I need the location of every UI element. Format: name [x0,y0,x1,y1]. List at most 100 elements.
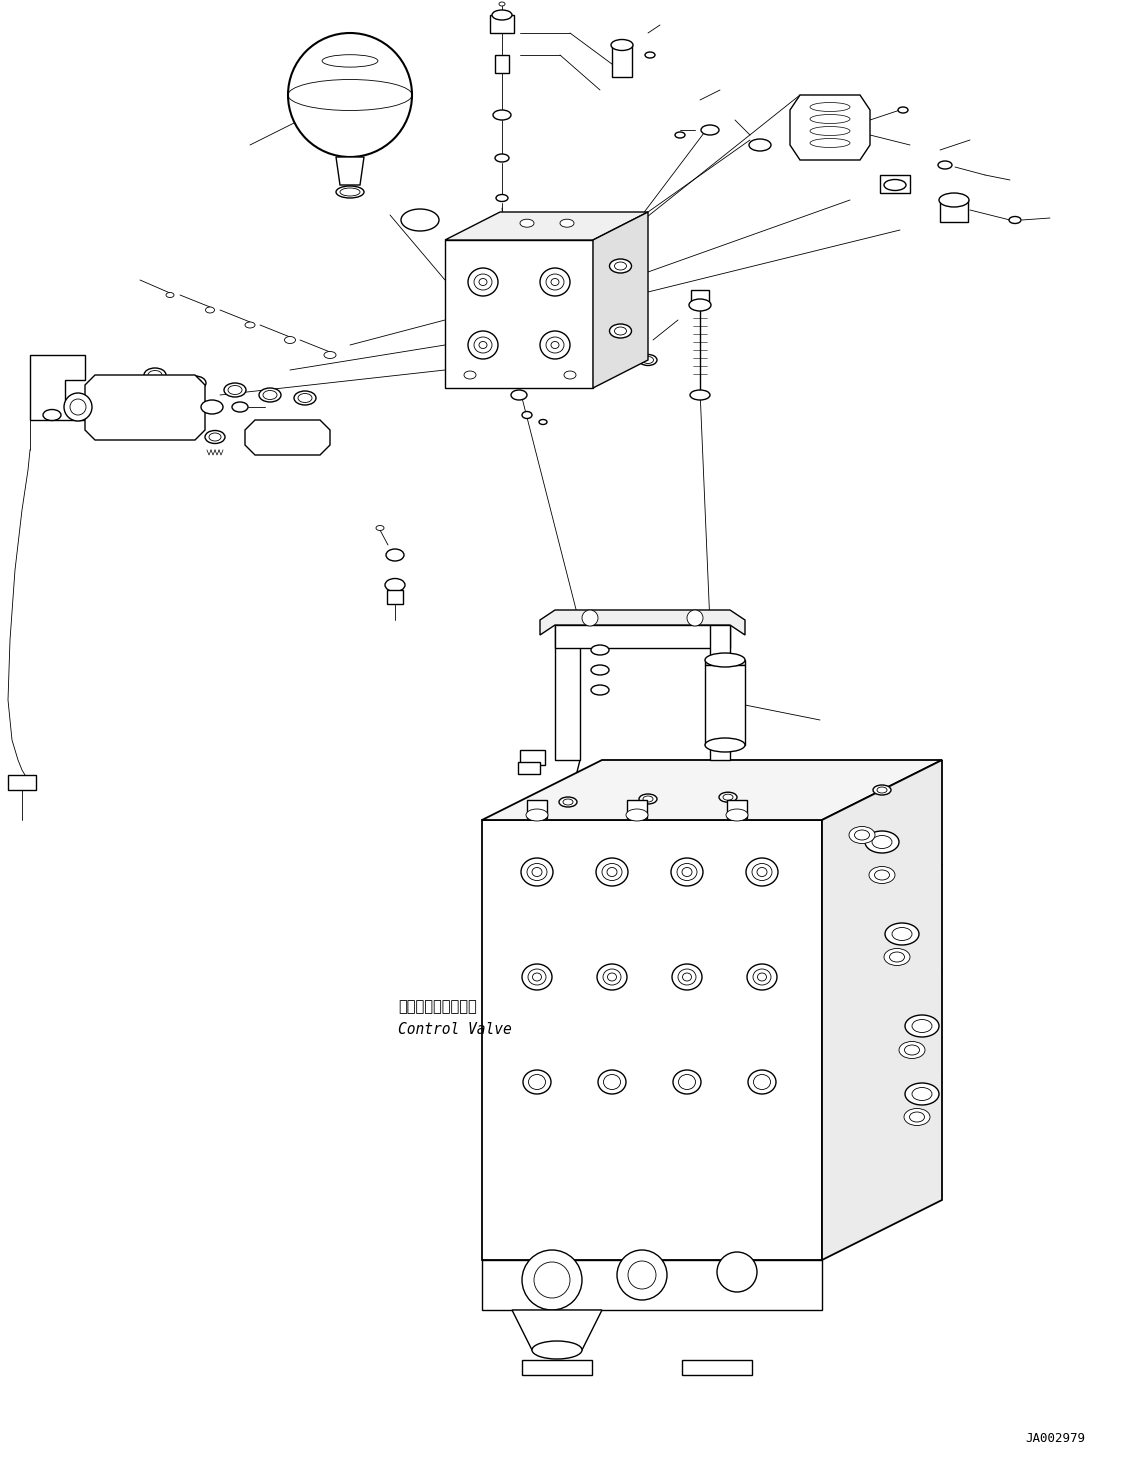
Ellipse shape [609,259,632,273]
Ellipse shape [294,390,317,405]
Ellipse shape [611,39,633,51]
Ellipse shape [723,794,733,800]
Ellipse shape [749,139,771,151]
Ellipse shape [642,357,654,364]
Ellipse shape [540,268,570,295]
Ellipse shape [591,686,609,694]
Ellipse shape [145,368,166,382]
Ellipse shape [528,969,546,985]
Ellipse shape [184,376,206,390]
Ellipse shape [645,53,655,58]
Ellipse shape [205,307,214,313]
Ellipse shape [532,867,543,877]
Ellipse shape [245,322,255,327]
Bar [8,775,36,789]
Ellipse shape [874,870,890,880]
Ellipse shape [607,867,617,877]
Ellipse shape [298,393,312,402]
Ellipse shape [754,1075,771,1089]
Polygon shape [245,420,330,455]
Ellipse shape [910,1113,924,1121]
Circle shape [64,393,92,421]
Ellipse shape [232,402,248,412]
Ellipse shape [865,830,899,852]
Polygon shape [555,624,729,648]
Ellipse shape [560,219,574,227]
Bar [690,289,709,303]
Ellipse shape [565,349,584,361]
Ellipse shape [205,430,225,443]
Ellipse shape [752,864,772,880]
Circle shape [717,1251,757,1292]
Ellipse shape [877,787,887,792]
Ellipse shape [166,292,174,297]
Ellipse shape [259,387,281,402]
Circle shape [522,1250,582,1310]
Ellipse shape [904,1108,930,1126]
Ellipse shape [939,193,969,208]
Ellipse shape [677,864,697,880]
Text: JA002979: JA002979 [1025,1431,1085,1444]
Ellipse shape [492,10,512,20]
Bar [880,175,910,193]
Polygon shape [445,240,593,387]
Ellipse shape [643,795,653,803]
Ellipse shape [701,124,719,135]
Ellipse shape [689,300,711,311]
Polygon shape [512,1310,602,1349]
Ellipse shape [905,1083,939,1105]
Polygon shape [445,212,648,240]
Ellipse shape [479,342,487,348]
Ellipse shape [493,110,512,120]
Polygon shape [482,1260,822,1310]
Polygon shape [710,624,729,760]
Circle shape [70,399,86,415]
Ellipse shape [387,550,404,561]
Ellipse shape [938,161,952,170]
Ellipse shape [401,209,439,231]
Ellipse shape [385,579,405,592]
Ellipse shape [512,390,526,401]
Circle shape [617,1250,668,1300]
Ellipse shape [148,370,162,380]
Ellipse shape [520,219,535,227]
Ellipse shape [746,858,778,886]
Circle shape [582,610,598,626]
Ellipse shape [912,1019,933,1032]
Ellipse shape [899,1041,924,1058]
Ellipse shape [705,738,746,751]
Ellipse shape [496,154,509,162]
Polygon shape [482,760,942,820]
Ellipse shape [885,923,919,944]
Ellipse shape [559,797,577,807]
Ellipse shape [596,963,627,990]
Ellipse shape [224,383,245,398]
Ellipse shape [591,645,609,655]
Ellipse shape [626,808,648,822]
Circle shape [288,34,412,156]
Ellipse shape [603,969,621,985]
Bar [627,800,647,819]
Ellipse shape [615,262,626,270]
Ellipse shape [726,808,748,822]
Ellipse shape [551,342,559,348]
Ellipse shape [673,1070,701,1094]
Ellipse shape [376,525,384,531]
Ellipse shape [757,867,767,877]
Polygon shape [555,624,580,760]
Ellipse shape [563,800,574,806]
Ellipse shape [521,858,553,886]
Ellipse shape [479,278,487,285]
Ellipse shape [526,864,547,880]
Ellipse shape [639,794,657,804]
Ellipse shape [188,379,202,387]
Ellipse shape [523,1070,551,1094]
Ellipse shape [499,1,505,6]
Ellipse shape [898,107,908,113]
Ellipse shape [474,273,492,289]
Ellipse shape [748,1070,777,1094]
Ellipse shape [465,371,476,379]
Ellipse shape [209,433,221,442]
Ellipse shape [690,390,710,401]
Bar [682,1360,752,1374]
